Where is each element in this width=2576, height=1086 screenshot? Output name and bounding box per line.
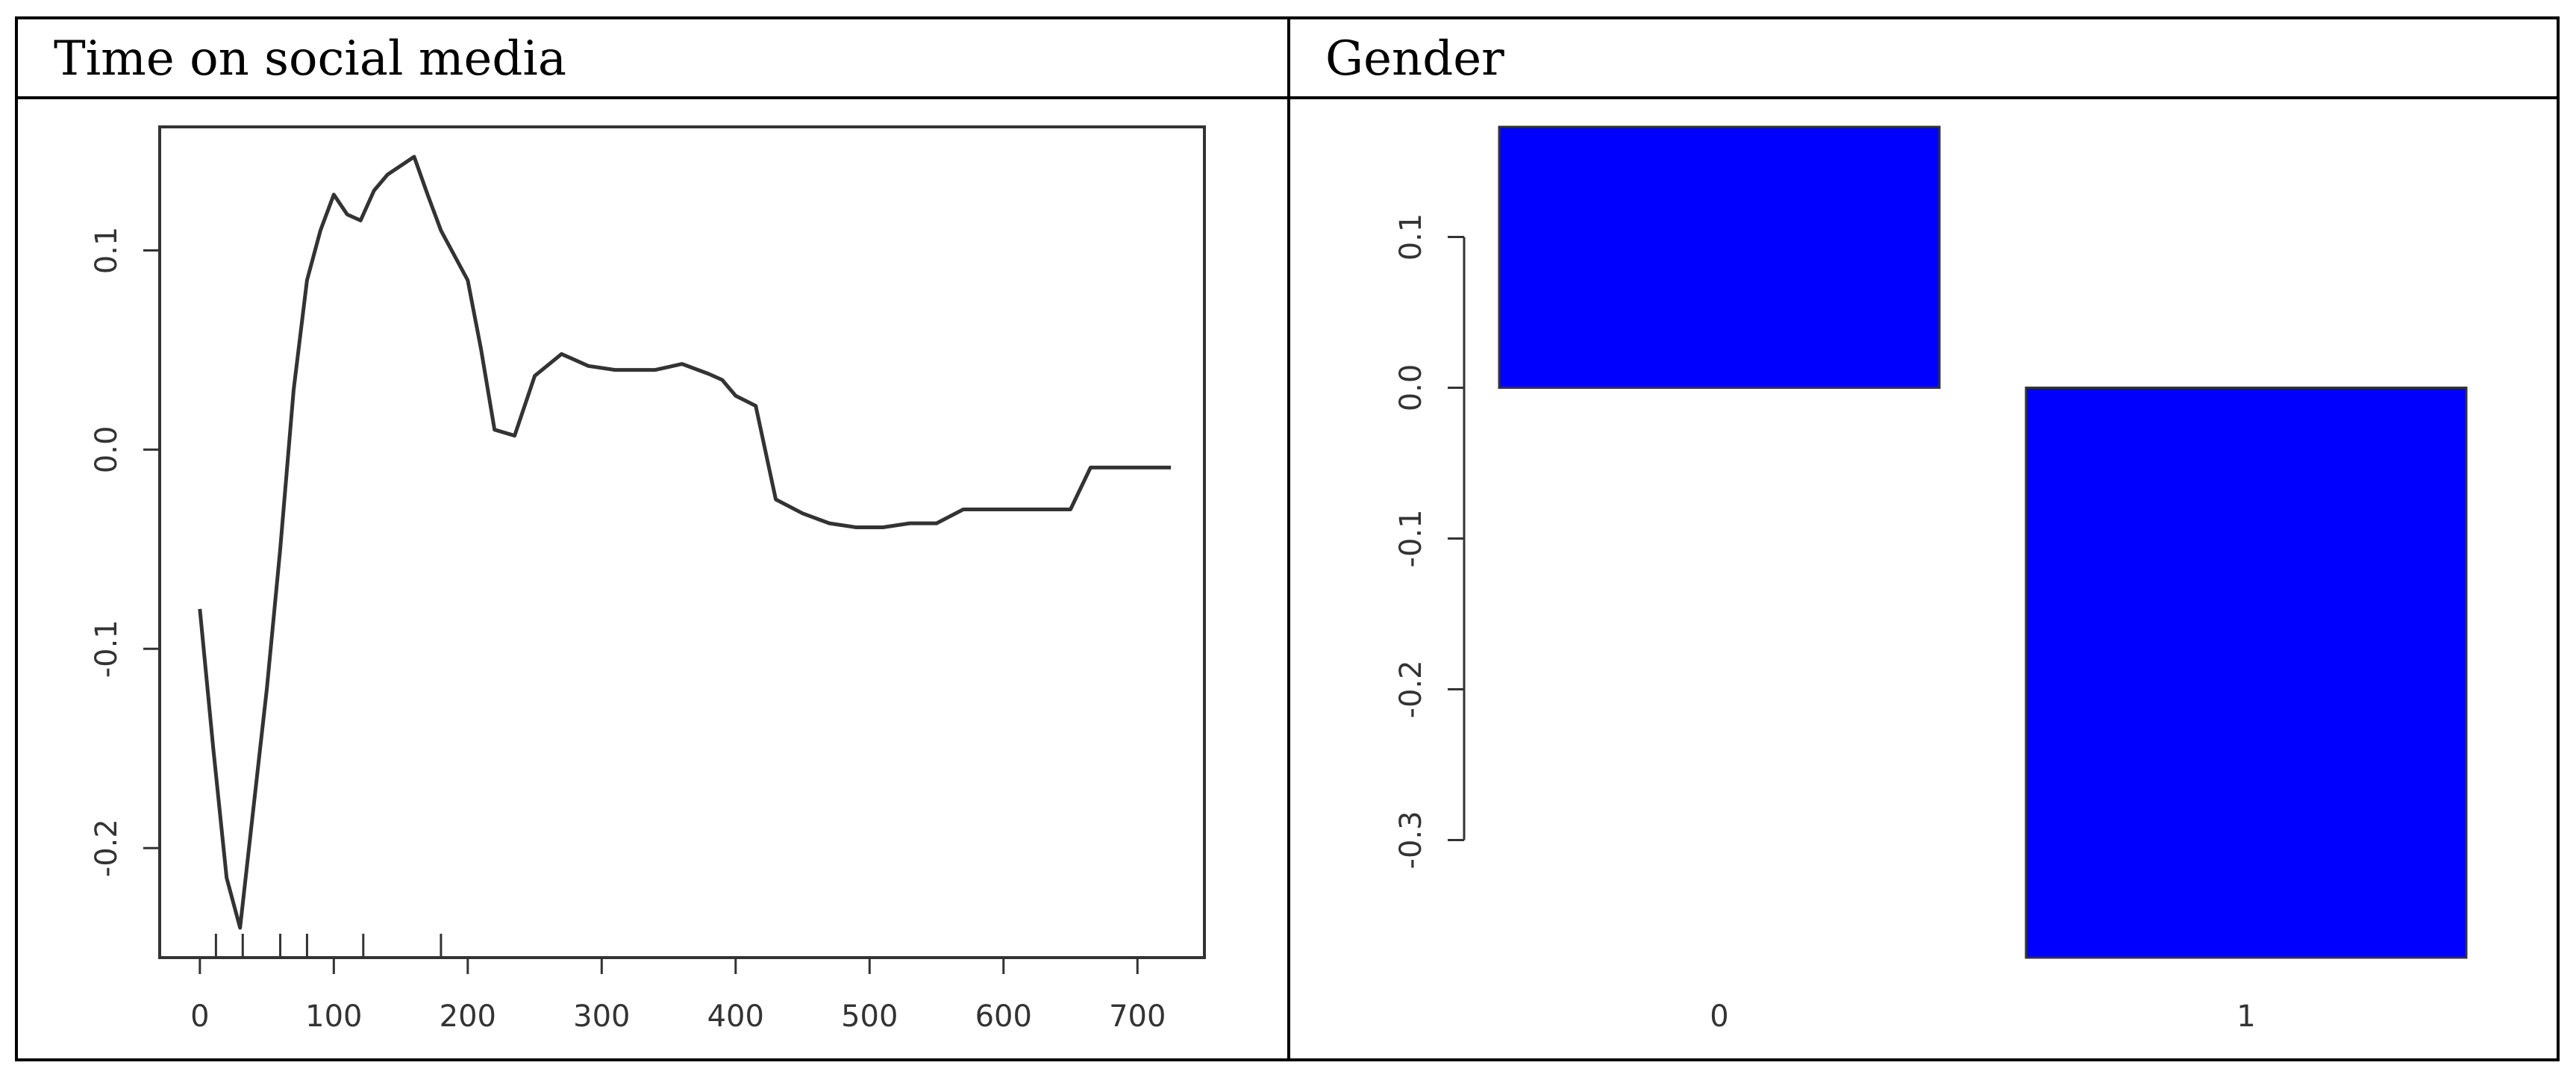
- x-tick-label: 300: [573, 999, 630, 1034]
- y-tick-label: -0.1: [1394, 509, 1428, 567]
- x-tick-label: 500: [841, 999, 898, 1034]
- y-tick-label: -0.3: [1394, 811, 1428, 869]
- bar-0: [1498, 125, 1941, 389]
- x-tick-label: 600: [975, 999, 1032, 1034]
- x-category-label: 1: [2236, 999, 2255, 1034]
- y-tick-label: 0.1: [1394, 213, 1428, 261]
- y-tick-label: 0.0: [1394, 364, 1428, 412]
- x-tick-label: 400: [707, 999, 764, 1034]
- y-tick-label: 0.0: [90, 426, 124, 474]
- y-tick-label: 0.1: [90, 227, 124, 275]
- header-divider: [18, 96, 2557, 99]
- y-tick-label: -0.1: [90, 620, 124, 678]
- line-chart-time-on-social-media: -0.2 -0.1 0.0 0.1 0 100 200 300 400 500 600 700: [90, 125, 1206, 1034]
- x-tick-label: 0: [190, 999, 209, 1034]
- x-tick-label: 700: [1109, 999, 1166, 1034]
- plot-frame: [158, 125, 1206, 959]
- x-category-label: 0: [1710, 999, 1728, 1034]
- figure-table: Time on social media Gender: [15, 16, 2560, 1061]
- y-tick-label: -0.2: [90, 819, 124, 877]
- x-tick-label: 100: [305, 999, 362, 1034]
- x-tick-label: 200: [440, 999, 496, 1034]
- header-time-on-social-media: Time on social media: [54, 31, 566, 87]
- header-gender: Gender: [1325, 31, 1504, 87]
- bar-1: [2025, 386, 2468, 959]
- y-tick-label: -0.2: [1394, 660, 1428, 718]
- bar-chart-gender: -0.3 -0.2 -0.1 0.0 0.1 0 1: [1394, 125, 2468, 1034]
- series-line: [198, 155, 1172, 930]
- column-divider: [1287, 19, 1290, 1058]
